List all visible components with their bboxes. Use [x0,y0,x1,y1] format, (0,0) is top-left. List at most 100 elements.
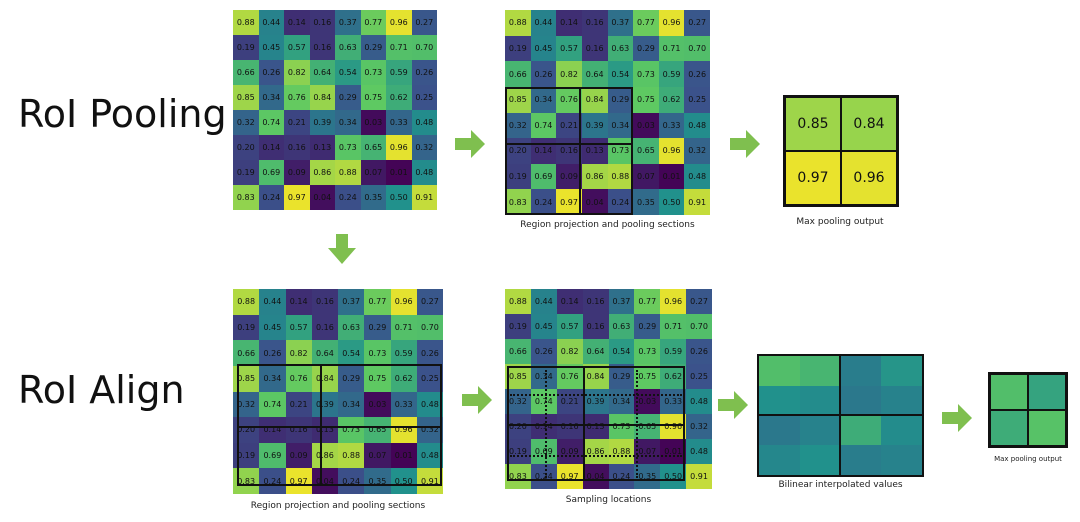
feature-cell: 0.32 [233,391,260,418]
feature-cell: 0.09 [285,442,312,469]
feature-cell: 0.04 [309,185,335,210]
feature-cell: 0.13 [582,414,609,439]
feature-cell: 0.48 [686,439,712,464]
interp-cell [799,356,841,386]
interp-divider-horizontal [757,414,924,416]
feature-cell: 0.54 [608,339,635,364]
feature-cell: 0.34 [335,110,361,135]
feature-cell: 0.70 [684,35,710,62]
feature-cell: 0.19 [505,163,531,190]
feature-cell: 0.33 [660,389,687,414]
feature-cell: 0.62 [658,86,685,113]
feature-cell: 0.37 [608,289,635,314]
feature-cell: 0.20 [233,135,259,160]
interp-cell [881,445,922,475]
feature-cell: 0.91 [416,468,443,494]
feature-cell: 0.14 [556,289,583,314]
feature-cell: 0.96 [658,10,685,36]
feature-cell: 0.84 [582,364,609,389]
feature-cell: 0.57 [556,314,583,339]
feature-cell: 0.59 [660,339,687,364]
feature-cell: 0.73 [608,414,635,439]
feature-cell: 0.76 [556,364,583,389]
feature-cell: 0.65 [360,135,386,160]
feature-cell: 0.20 [233,417,260,443]
feature-cell: 0.82 [556,61,582,87]
feature-cell: 0.57 [285,314,312,341]
feature-cell: 0.32 [505,389,531,414]
feature-cell: 0.83 [233,185,259,210]
feature-cell: 0.76 [556,86,582,113]
feature-cell: 0.01 [660,439,687,464]
feature-cell: 0.29 [633,35,659,62]
feature-cell: 0.35 [364,468,391,494]
interp-cell [840,385,882,416]
feature-cell: 0.48 [684,163,710,190]
feature-cell: 0.19 [233,442,260,469]
caption-bilinear: Bilinear interpolated values [778,480,903,490]
feature-cell: 0.24 [259,468,286,494]
sampling-dotted-v2 [636,370,638,478]
feature-cell: 0.97 [285,468,312,494]
feature-cell: 0.96 [658,138,685,164]
feature-cell: 0.62 [386,85,412,110]
feature-cell: 0.75 [634,364,661,389]
feature-cell: 0.13 [581,138,608,164]
feature-cell: 0.96 [386,10,412,35]
feature-cell: 0.59 [390,340,417,366]
feature-cell: 0.83 [505,464,531,489]
feature-cell: 0.71 [658,35,685,62]
feature-cell: 0.64 [582,339,609,364]
feature-cell: 0.71 [390,314,417,341]
feature-cell: 0.19 [505,439,531,464]
feature-cell: 0.44 [530,10,557,36]
feature-map-bottom-left: 0.88 0.44 0.14 0.16 0.37 0.77 0.96 0.27 0.19 0.45… [233,289,443,494]
feature-cell: 0.32 [505,112,531,139]
feature-cell: 0.24 [338,468,365,494]
feature-cell: 0.26 [258,60,284,85]
feature-cell: 0.57 [556,35,582,62]
interp-cell [881,415,922,446]
feature-cell: 0.32 [233,110,259,135]
interp-cell [759,415,800,446]
feature-cell: 0.25 [686,364,712,389]
feature-cell: 0.48 [416,442,443,469]
feature-cell: 0.16 [556,414,583,439]
feature-cell: 0.35 [633,189,659,215]
feature-cell: 0.14 [258,135,284,160]
feature-cell: 0.48 [411,110,437,135]
feature-cell: 0.24 [530,464,557,489]
pool-cell: 0.85 [785,97,841,151]
caption-max-pool-bottom: Max pooling output [994,455,1062,463]
feature-cell: 0.76 [285,365,312,392]
feature-cell: 0.14 [530,414,557,439]
feature-cell: 0.57 [284,35,310,60]
roi-align-label: RoI Align [18,368,185,412]
max-pool-output-top: 0.85 0.84 0.97 0.96 [783,95,899,207]
sampling-dotted-h2 [510,455,682,457]
feature-cell: 0.97 [556,464,583,489]
feature-cell: 0.21 [556,112,582,139]
feature-cell: 0.88 [608,439,635,464]
feature-cell: 0.16 [309,35,335,60]
sampling-dotted-v1 [545,370,547,478]
feature-cell: 0.34 [530,86,557,113]
pool-cell: 0.84 [841,97,897,151]
feature-cell: 0.77 [360,10,386,35]
feature-cell: 0.24 [335,185,361,210]
sampling-dotted-h1 [510,394,682,396]
feature-cell: 0.01 [386,160,412,185]
feature-cell: 0.77 [634,289,661,314]
feature-cell: 0.14 [556,10,582,36]
roi-divider-horizontal-top [505,143,633,145]
interp-cell [799,385,841,416]
feature-cell: 0.69 [530,163,557,190]
feature-cell: 0.73 [335,135,361,160]
feature-cell: 0.29 [360,35,386,60]
feature-cell: 0.29 [607,86,634,113]
feature-cell: 0.73 [633,61,659,87]
feature-cell: 0.84 [581,86,608,113]
caption-region-projection-top: Region projection and pooling sections [520,220,695,230]
feature-cell: 0.07 [633,163,659,190]
feature-cell: 0.21 [285,391,312,418]
